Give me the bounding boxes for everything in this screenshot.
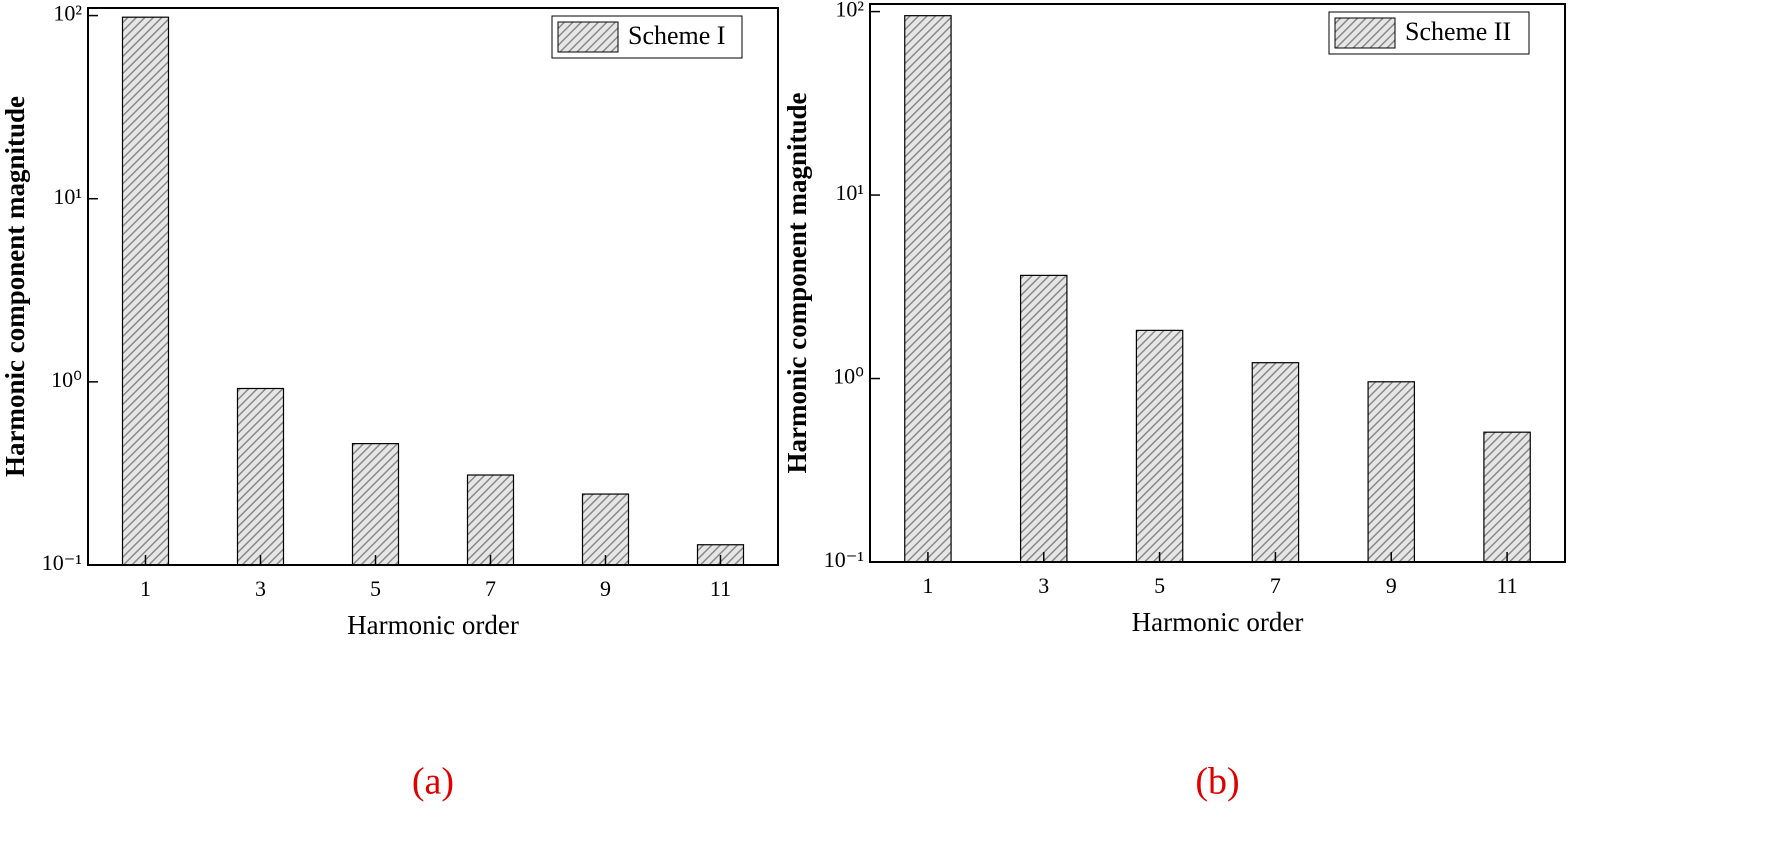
bar [466, 474, 515, 566]
y-axis-label: Harmonic component magnitude [0, 96, 30, 477]
x-tick-label: 1 [140, 576, 151, 601]
bar [904, 15, 952, 563]
y-tick-label: 10¹ [835, 180, 864, 205]
x-tick-label: 7 [485, 576, 496, 601]
x-tick-label: 5 [1154, 573, 1165, 598]
legend-label: Scheme I [628, 21, 725, 50]
bar [236, 387, 285, 566]
x-tick-label: 7 [1270, 573, 1281, 598]
y-tick-label: 10⁻¹ [42, 550, 82, 575]
y-tick-label: 10² [53, 1, 82, 26]
bar [351, 443, 400, 566]
x-tick-label: 11 [1496, 573, 1517, 598]
x-axis-label: Harmonic order [1132, 607, 1304, 637]
x-tick-label: 1 [922, 573, 933, 598]
x-tick-label: 3 [1038, 573, 1049, 598]
x-axis-label: Harmonic order [347, 610, 519, 640]
x-tick-label: 3 [255, 576, 266, 601]
x-tick-label: 9 [1386, 573, 1397, 598]
bar [1251, 362, 1300, 563]
caption: (a) [412, 761, 454, 803]
plot-frame [87, 7, 779, 566]
y-tick-label: 10⁻¹ [824, 547, 864, 572]
legend-swatch-hatch [1334, 17, 1396, 49]
bar [121, 16, 170, 566]
x-tick-label: 5 [370, 576, 381, 601]
bar [1019, 274, 1068, 563]
bar [581, 493, 630, 566]
x-tick-label: 11 [710, 576, 731, 601]
legend-label: Scheme II [1405, 17, 1511, 46]
bar [1367, 381, 1416, 563]
y-tick-label: 10⁰ [51, 367, 82, 392]
y-tick-label: 10¹ [53, 184, 82, 209]
bar [1135, 329, 1184, 563]
bar [1483, 431, 1531, 563]
y-tick-label: 10⁰ [833, 364, 864, 389]
caption: (b) [1195, 761, 1239, 803]
y-tick-label: 10² [835, 0, 864, 22]
plot-frame [869, 3, 1566, 563]
y-axis-label: Harmonic component magnitude [782, 92, 812, 473]
x-tick-label: 9 [600, 576, 611, 601]
legend-swatch-hatch [557, 21, 619, 53]
